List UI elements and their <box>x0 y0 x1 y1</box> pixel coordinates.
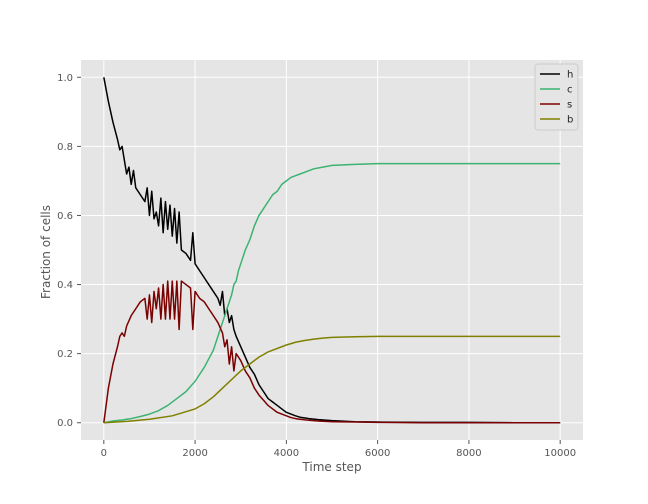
y-tick-label: 0.6 <box>57 211 73 222</box>
y-tick-label: 0.4 <box>57 280 73 291</box>
x-tick-label: 0 <box>101 448 107 459</box>
series-line-h <box>103 77 561 424</box>
series-line-s <box>103 280 561 424</box>
series-line-b <box>103 335 561 424</box>
y-tick-label: 0.2 <box>57 349 73 360</box>
legend-label-c: c <box>567 85 573 96</box>
legend-label-b: b <box>567 115 573 126</box>
legend-label-s: s <box>567 100 572 111</box>
x-tick-label: 6000 <box>365 448 390 459</box>
y-tick-label: 0.0 <box>57 418 73 429</box>
x-tick-label: 10000 <box>544 448 576 459</box>
legend-label-h: h <box>567 70 573 81</box>
series-line-c <box>103 162 561 424</box>
x-tick-label: 2000 <box>182 448 207 459</box>
y-tick-label: 0.8 <box>57 142 73 153</box>
legend-box <box>534 63 579 131</box>
y-axis-label: Fraction of cells <box>39 205 53 299</box>
series-layer <box>103 77 561 424</box>
y-tick-label: 1.0 <box>57 73 73 84</box>
x-axis-label: Time step <box>301 460 361 474</box>
ticks: 0 2000 4000 6000 8000 10000 0.0 0.2 0.4 0.6 0.8 1.0 <box>57 73 576 459</box>
plot-background <box>81 60 583 440</box>
x-tick-label: 8000 <box>456 448 481 459</box>
x-tick-label: 4000 <box>274 448 299 459</box>
